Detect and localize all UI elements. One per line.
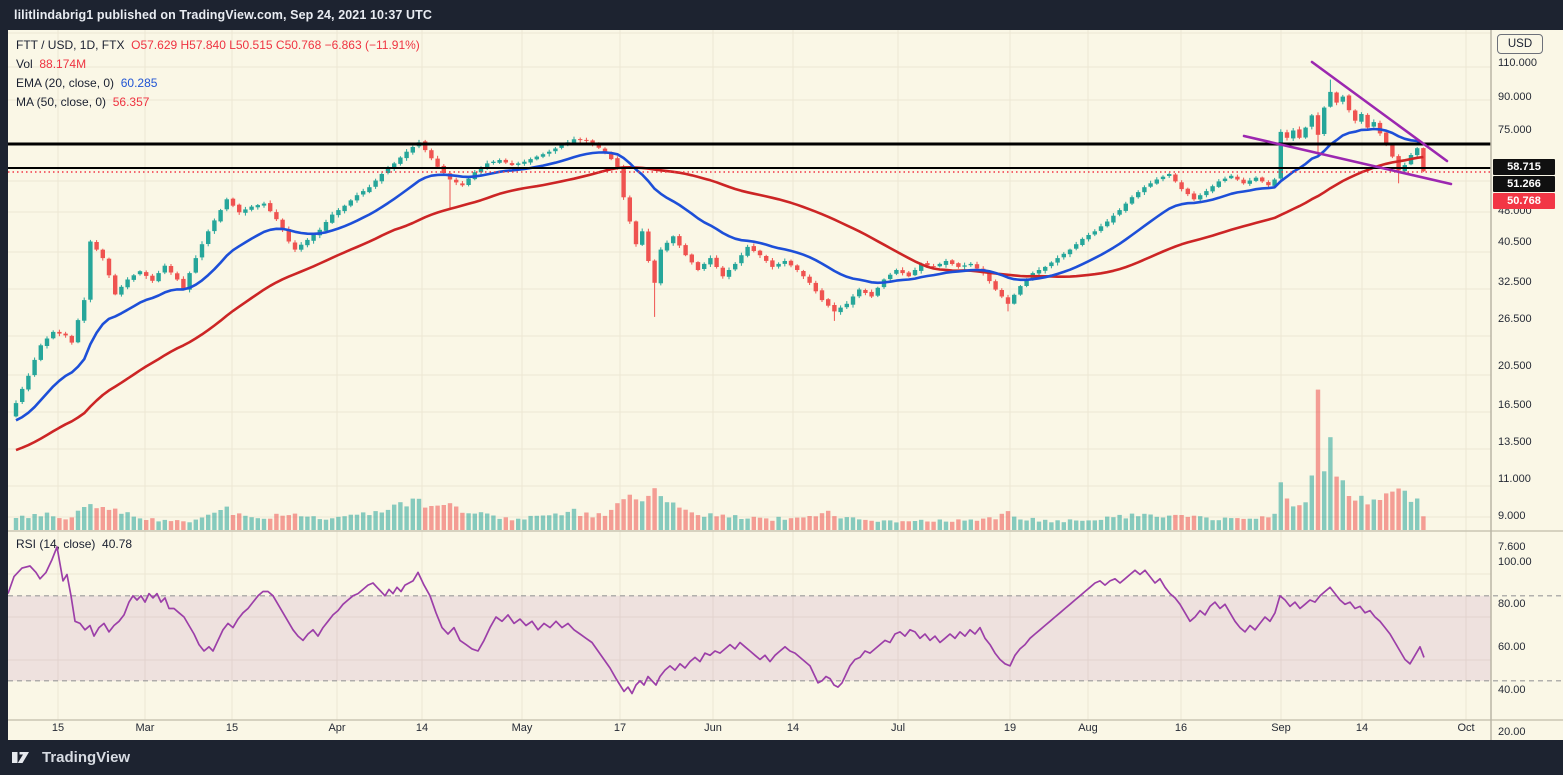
time-axis-label: 17: [613, 722, 627, 734]
tradingview-logo-icon[interactable]: [12, 749, 34, 766]
price-axis-label: 32.500: [1498, 276, 1532, 288]
time-axis-label: 15: [51, 722, 65, 734]
time-axis-label: 14: [786, 722, 800, 734]
time-axis-label: May: [511, 722, 533, 734]
time-axis-label: Oct: [1457, 722, 1475, 734]
time-axis-label: Jul: [890, 722, 906, 734]
price-axis-label: 60.00: [1498, 641, 1526, 653]
ema-value: 60.285: [120, 76, 158, 90]
legend-symbol-row[interactable]: FTT / USD, 1D, FTX O57.629 H57.840 L50.5…: [16, 36, 420, 55]
price-axis-label: 26.500: [1498, 313, 1532, 325]
main-legend: FTT / USD, 1D, FTX O57.629 H57.840 L50.5…: [16, 36, 420, 112]
time-axis-label: 14: [1355, 722, 1369, 734]
legend-ema-row[interactable]: EMA (20, close, 0) 60.285: [16, 74, 420, 93]
time-axis-label: Mar: [135, 722, 155, 734]
left-margin-strip: [0, 30, 8, 740]
price-axis-label: 100.00: [1498, 556, 1532, 568]
price-level-badge: 50.768: [1493, 193, 1555, 209]
rsi-label[interactable]: RSI (14, close): [16, 537, 96, 551]
time-axis-label: 15: [225, 722, 239, 734]
tradingview-brand-text[interactable]: TradingView: [42, 749, 131, 766]
time-axis-label: Sep: [1271, 722, 1291, 734]
legend-ma-row[interactable]: MA (50, close, 0) 56.357: [16, 93, 420, 112]
price-axis-label: 90.000: [1498, 91, 1532, 103]
chart-canvas[interactable]: [0, 30, 1563, 740]
price-axis-label: 110.000: [1498, 57, 1537, 69]
price-axis-label: 16.500: [1498, 399, 1532, 411]
price-axis-label: 40.500: [1498, 236, 1532, 248]
footer-bar: TradingView: [0, 740, 1563, 775]
ma-value: 56.357: [112, 95, 150, 109]
ohlc-values: O57.629 H57.840 L50.515 C50.768 −6.863 (…: [131, 38, 420, 52]
price-axis-label: 20.500: [1498, 360, 1532, 372]
time-axis-label: Jun: [704, 722, 722, 734]
price-axis-label: 13.500: [1498, 436, 1532, 448]
time-axis-label: 19: [1003, 722, 1017, 734]
price-axis-label: 9.000: [1498, 510, 1526, 522]
currency-usd-button[interactable]: USD: [1497, 34, 1543, 54]
time-axis-label: 14: [415, 722, 429, 734]
volume-value: 88.174M: [39, 57, 87, 71]
price-axis-label: 80.00: [1498, 598, 1526, 610]
ema-label[interactable]: EMA (20, close, 0): [16, 76, 115, 90]
legend-volume-row[interactable]: Vol 88.174M: [16, 55, 420, 74]
publish-header: lilitlindabrig1 published on TradingView…: [0, 0, 1563, 30]
ma-label[interactable]: MA (50, close, 0): [16, 95, 107, 109]
price-level-badge: 51.266: [1493, 176, 1555, 192]
price-axis-label: 11.000: [1498, 473, 1531, 485]
publish-header-text: lilitlindabrig1 published on TradingView…: [14, 8, 433, 22]
rsi-value: 40.78: [102, 537, 133, 551]
time-axis-label: 16: [1174, 722, 1188, 734]
price-axis-label: 75.000: [1498, 124, 1532, 136]
volume-label[interactable]: Vol: [16, 57, 33, 71]
price-axis-label: 7.600: [1498, 541, 1526, 553]
rsi-legend-row[interactable]: RSI (14, close) 40.78: [16, 537, 132, 551]
price-level-badge: 58.715: [1493, 159, 1555, 175]
price-axis-label: 40.00: [1498, 684, 1526, 696]
time-axis-label: Apr: [328, 722, 346, 734]
symbol-title[interactable]: FTT / USD, 1D, FTX: [16, 38, 125, 52]
price-axis-label: 20.00: [1498, 726, 1526, 738]
time-axis-label: Aug: [1078, 722, 1098, 734]
